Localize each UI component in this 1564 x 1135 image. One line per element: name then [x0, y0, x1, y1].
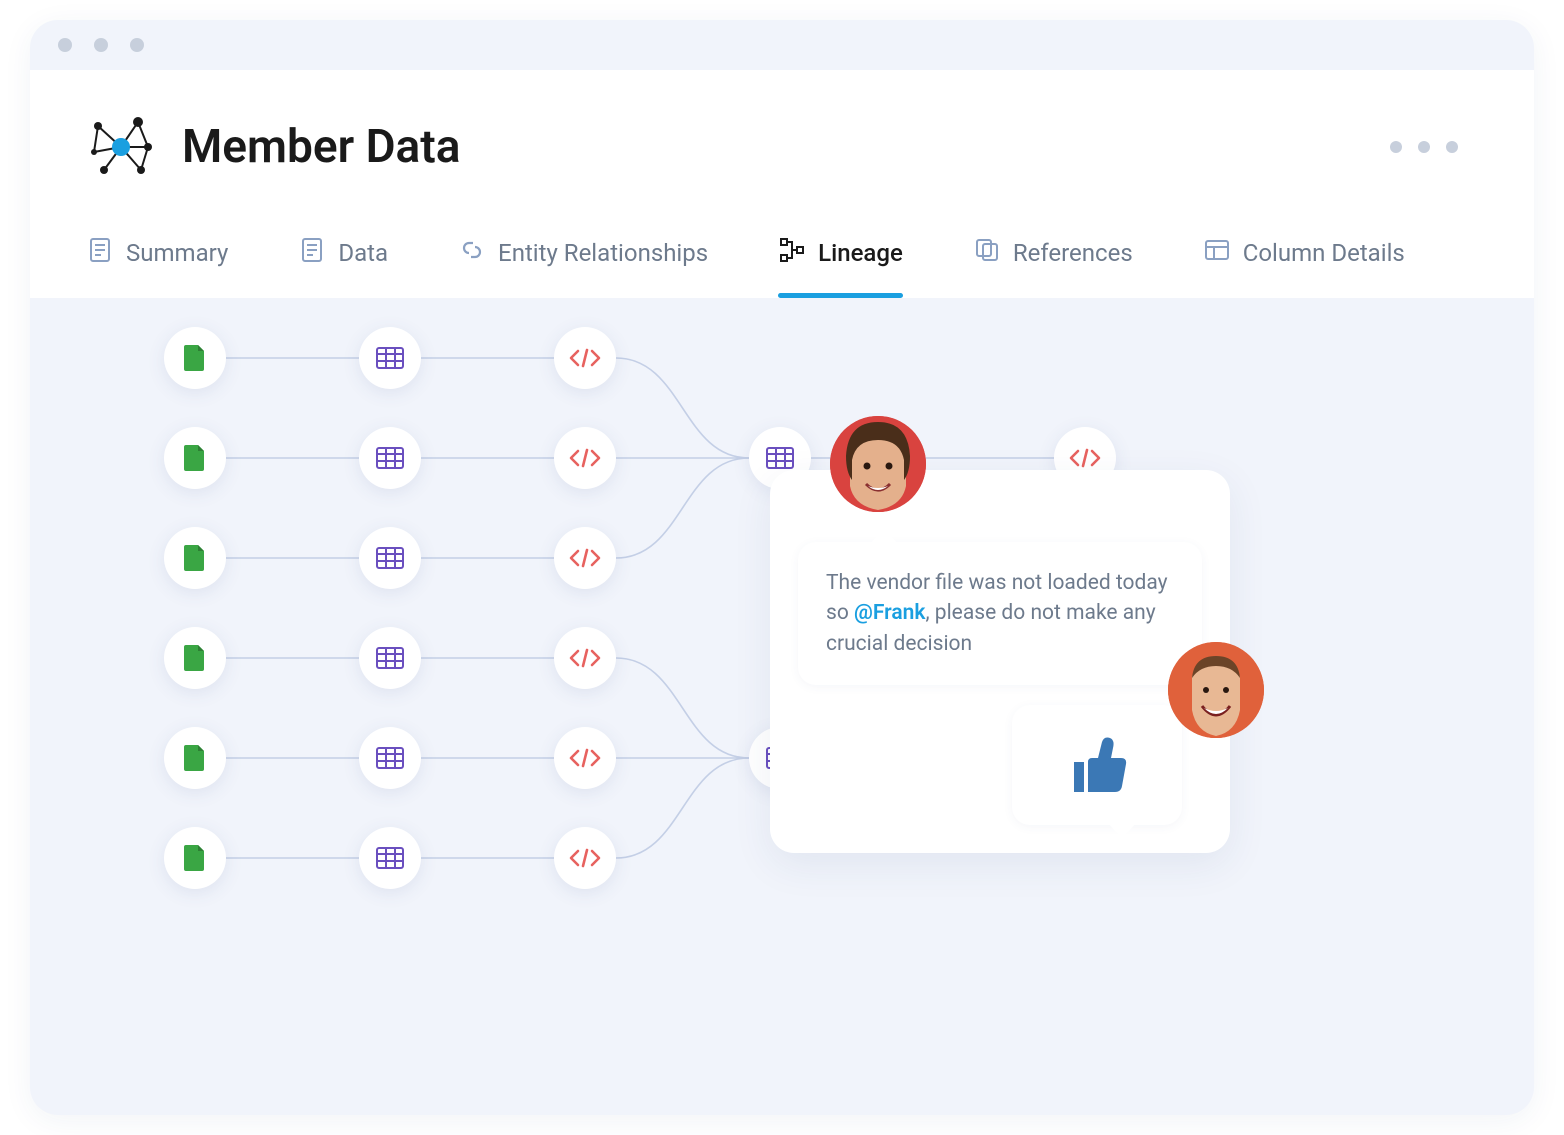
chat-reaction — [1012, 705, 1182, 825]
lineage-node-code[interactable] — [554, 427, 616, 489]
lineage-node-code[interactable] — [554, 727, 616, 789]
tab-label: Lineage — [818, 239, 903, 267]
app-window: Member Data Summary Data Entity Relationsh… — [30, 20, 1534, 1115]
tab-lineage[interactable]: Lineage — [778, 236, 903, 276]
tab-label: Column Details — [1243, 239, 1405, 267]
window-dot — [94, 38, 108, 52]
lineage-icon — [778, 236, 806, 270]
lineage-node-table[interactable] — [359, 627, 421, 689]
lineage-node-table[interactable] — [359, 827, 421, 889]
avatar — [830, 416, 926, 512]
network-logo-icon — [86, 112, 156, 182]
copy-icon — [973, 236, 1001, 270]
avatar — [1168, 642, 1264, 738]
thumbs-up-icon — [1062, 730, 1132, 800]
tab-bar: Summary Data Entity Relationships Lineage Re… — [86, 236, 1478, 298]
lineage-node-file[interactable] — [164, 727, 226, 789]
tab-label: Data — [338, 239, 388, 267]
lineage-node-table[interactable] — [359, 327, 421, 389]
chat-mention[interactable]: @Frank — [854, 601, 925, 625]
lineage-node-file[interactable] — [164, 827, 226, 889]
tab-label: References — [1013, 239, 1133, 267]
lineage-node-file[interactable] — [164, 627, 226, 689]
lineage-node-code[interactable] — [554, 327, 616, 389]
link-icon — [458, 236, 486, 270]
tab-summary[interactable]: Summary — [86, 236, 228, 276]
tab-entity-relationships[interactable]: Entity Relationships — [458, 236, 708, 276]
page-title: Member Data — [182, 120, 460, 174]
chat-message: The vendor file was not loaded today so … — [798, 542, 1202, 685]
header: Member Data Summary Data Entity Relationsh… — [30, 70, 1534, 298]
lineage-node-code[interactable] — [554, 827, 616, 889]
tab-label: Entity Relationships — [498, 239, 708, 267]
tab-column-details[interactable]: Column Details — [1203, 236, 1405, 276]
window-dot — [130, 38, 144, 52]
window-titlebar — [30, 20, 1534, 70]
lineage-node-code[interactable] — [554, 627, 616, 689]
chat-overlay: The vendor file was not loaded today so … — [770, 470, 1230, 853]
lineage-node-file[interactable] — [164, 427, 226, 489]
tab-references[interactable]: References — [973, 236, 1133, 276]
window-dot — [58, 38, 72, 52]
document-icon — [86, 236, 114, 270]
document-icon — [298, 236, 326, 270]
lineage-node-file[interactable] — [164, 327, 226, 389]
lineage-node-table[interactable] — [359, 527, 421, 589]
lineage-node-table[interactable] — [359, 427, 421, 489]
lineage-node-file[interactable] — [164, 527, 226, 589]
lineage-node-code[interactable] — [554, 527, 616, 589]
lineage-node-table[interactable] — [359, 727, 421, 789]
tab-label: Summary — [126, 239, 228, 267]
more-menu[interactable] — [1390, 141, 1478, 153]
columns-icon — [1203, 236, 1231, 270]
tab-data[interactable]: Data — [298, 236, 388, 276]
